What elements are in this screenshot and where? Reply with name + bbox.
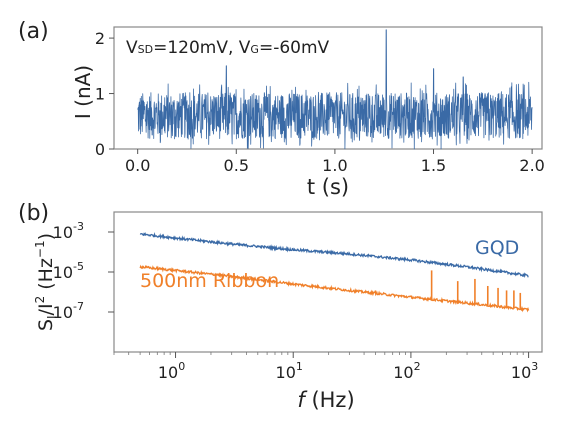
annotation-v1: V <box>126 38 138 58</box>
ylabel-sub: I <box>45 315 59 319</box>
panel-a-frame <box>113 26 543 150</box>
a-xtick-label: 0.0 <box>125 156 150 175</box>
ylabel-unitsup: −1 <box>33 240 47 258</box>
panel-b-xlabel-f: f <box>297 388 308 412</box>
ylabel-s: S <box>35 319 57 331</box>
panel-b-ylabel: SI/I2 (Hz−1) <box>33 233 59 331</box>
ylabel-sup: 2 <box>33 296 47 304</box>
b-gqd-trace <box>139 231 529 278</box>
annotation-sub1: SD <box>138 43 153 56</box>
panel-b: (b) 100 101 102 103 10-3 10-5 10-7 GQD 500nm R… <box>18 201 543 412</box>
b-ytick-label: 10-7 <box>53 300 84 322</box>
a-ytick-label: 0 <box>95 140 105 159</box>
a-ytick-label: 1 <box>95 85 105 104</box>
b-xtick-label: 103 <box>511 360 538 382</box>
b-xtick-label: 102 <box>393 360 420 382</box>
panel-a-xlabel: t (s) <box>307 175 349 199</box>
ylabel-mid: /I <box>35 303 57 315</box>
annotation-eq2: =-60mV <box>259 38 330 58</box>
b-ytick-label: 10-5 <box>53 260 84 282</box>
b-ribbon-trace <box>139 264 530 313</box>
annotation-sub2: G <box>250 43 259 56</box>
panel-b-series <box>139 231 530 313</box>
b-xtick-label: 100 <box>158 360 185 382</box>
annotation-eq1: =120mV, V <box>153 38 251 58</box>
panel-a-annotation: VSD=120mV, VG=-60mV <box>126 38 330 58</box>
panel-a: (a) 0.0 0.5 1.0 1.5 2.0 0 1 2 VSD=120mV, VG=-60… <box>18 19 545 199</box>
panel-a-axes: 0.0 0.5 1.0 1.5 2.0 0 1 2 <box>95 29 545 175</box>
ylabel-unit: (Hz <box>35 258 57 296</box>
panel-a-ylabel: I (nA) <box>71 65 95 119</box>
legend-ribbon: 500nm Ribbon <box>140 270 279 292</box>
panel-a-label: (a) <box>18 19 49 44</box>
ylabel-close: ) <box>35 233 57 240</box>
panel-b-xlabel: f (Hz) <box>297 388 354 412</box>
a-xtick-label: 0.5 <box>224 156 249 175</box>
legend-gqd: GQD <box>475 237 519 259</box>
b-ytick-label: 10-3 <box>53 220 84 242</box>
panel-a-series <box>137 29 533 150</box>
a-ytick-label: 2 <box>95 29 105 48</box>
a-current-trace <box>137 29 533 150</box>
panel-b-axes: 100 101 102 103 10-3 10-5 10-7 <box>53 220 539 382</box>
panel-b-frame <box>113 211 543 353</box>
panel-b-xlabel-unit: (Hz) <box>305 388 355 412</box>
b-xtick-label: 101 <box>276 360 303 382</box>
panel-b-label: (b) <box>18 201 49 226</box>
a-xtick-label: 1.0 <box>322 156 347 175</box>
a-xtick-label: 1.5 <box>421 156 446 175</box>
a-xtick-label: 2.0 <box>519 156 544 175</box>
